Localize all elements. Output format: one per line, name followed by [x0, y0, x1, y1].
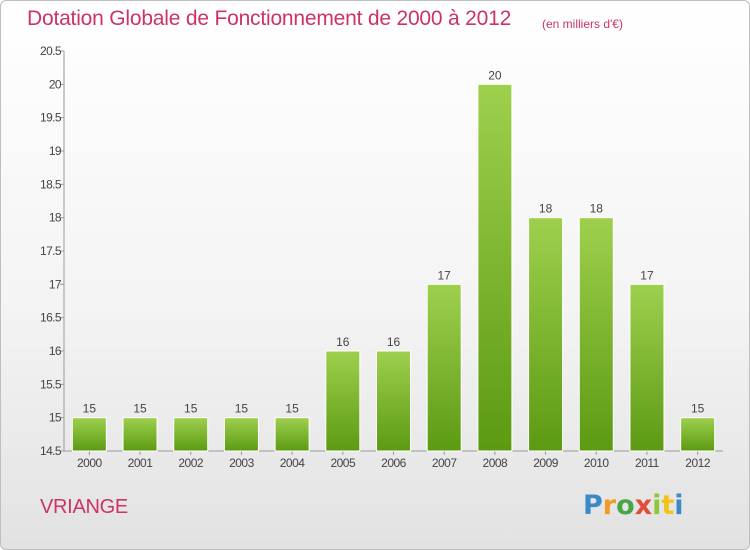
y-tick-label: 19.5 [40, 111, 62, 125]
chart-data-labels: 15 15 15 15 15 16 16 17 20 18 18 17 15 [83, 68, 705, 415]
x-tick-label: 2012 [685, 456, 711, 470]
x-tick-label: 2011 [635, 456, 660, 470]
y-tick-label: 15 [49, 411, 62, 425]
bar-value-label: 16 [336, 335, 350, 349]
x-tick-label: 2004 [280, 456, 306, 470]
bar-value-label: 15 [691, 402, 705, 416]
bar-value-label: 15 [235, 402, 249, 416]
bar [629, 283, 665, 452]
logo-letter: i [674, 490, 684, 521]
y-tick-label: 18 [49, 211, 62, 225]
y-tick-label: 15.5 [40, 377, 62, 391]
x-tick-label: 2010 [584, 456, 610, 470]
x-tick-label: 2008 [483, 456, 509, 470]
y-tick-label: 14.5 [40, 444, 62, 458]
bar [477, 83, 513, 452]
bar [71, 417, 107, 452]
bar-value-label: 15 [184, 402, 198, 416]
bar [173, 417, 209, 452]
y-tick-label: 17 [49, 277, 62, 291]
bar-value-label: 15 [83, 402, 97, 416]
x-tick-label: 2001 [128, 456, 154, 470]
logo-letter: i [652, 490, 662, 521]
bar [122, 417, 158, 452]
x-tick-label: 2009 [533, 456, 559, 470]
y-tick-label: 20 [49, 77, 62, 91]
bar [223, 417, 259, 452]
chart-title: Dotation Globale de Fonctionnement de 20… [27, 7, 512, 30]
logo-letter: o [616, 490, 635, 521]
x-tick-label: 2002 [178, 456, 204, 470]
bar [528, 217, 564, 452]
logo-letter: r [602, 490, 617, 521]
bar [274, 417, 310, 452]
x-tick-label: 2003 [229, 456, 255, 470]
logo-letter: t [661, 490, 675, 521]
bar [578, 217, 614, 452]
bar [376, 350, 411, 452]
bar-value-label: 18 [590, 202, 604, 216]
commune-name: VRIANGE [40, 496, 128, 518]
logo-letter: P [583, 490, 603, 521]
x-tick-label: 2006 [381, 456, 407, 470]
bar [426, 283, 462, 452]
x-tick-label: 2007 [432, 456, 458, 470]
bar [325, 350, 361, 452]
y-tick-label: 16 [49, 344, 62, 358]
bar [680, 417, 716, 452]
y-tick-label: 19 [49, 144, 62, 158]
y-tick-label: 17.5 [40, 244, 62, 258]
proxiti-logo[interactable]: Proxiti [583, 490, 684, 521]
bar-value-label: 18 [539, 202, 553, 216]
x-tick-label: 2000 [77, 456, 103, 470]
chart-bars [71, 83, 716, 452]
logo-letter: x [634, 490, 653, 521]
x-tick-label: 2005 [330, 456, 356, 470]
bar-value-label: 17 [640, 268, 654, 282]
bar-value-label: 20 [488, 68, 502, 82]
bar-value-label: 17 [438, 268, 452, 282]
y-tick-label: 16.5 [40, 311, 62, 325]
bar-value-label: 15 [285, 402, 299, 416]
bar-value-label: 16 [387, 335, 401, 349]
y-tick-label: 20.5 [40, 44, 62, 58]
y-tick-label: 18.5 [40, 177, 62, 191]
chart-unit: (en milliers d'€) [542, 17, 623, 31]
bar-value-label: 15 [133, 402, 147, 416]
